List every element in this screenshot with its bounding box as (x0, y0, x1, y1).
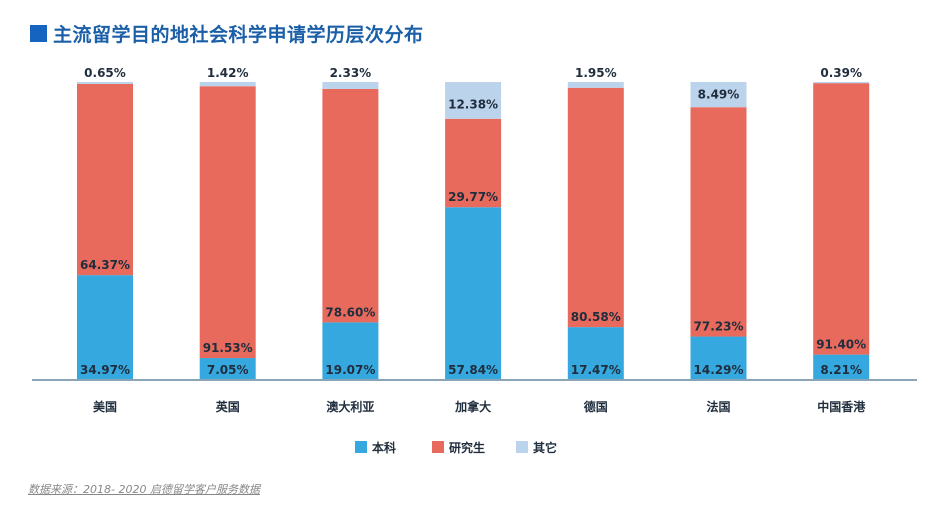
bar-segment-graduate (199, 86, 256, 359)
bar-segment-other (567, 82, 624, 88)
bar-segment-bachelor (813, 354, 870, 379)
legend-swatch-icon (432, 441, 444, 453)
legend-swatch-icon (516, 441, 528, 453)
bar-segment-other (445, 82, 502, 119)
bar-segment-graduate (445, 118, 502, 208)
legend-label: 其它 (533, 440, 557, 455)
legend-label: 本科 (372, 440, 396, 455)
x-tick-label: 德国 (584, 399, 608, 414)
bar-segment-graduate (322, 88, 379, 323)
data-label-other: 0.39% (820, 66, 862, 80)
bar-segment-bachelor (199, 358, 256, 379)
x-tick-label: 加拿大 (454, 399, 491, 414)
data-source-note: 数据来源：2018- 2020 启德留学客户服务数据 (28, 483, 260, 496)
bar-segment-graduate (690, 107, 747, 337)
data-label-other: 8.49% (698, 88, 740, 102)
chart-title: 主流留学目的地社会科学申请学历层次分布 (53, 24, 424, 46)
data-label-graduate: 64.37% (80, 258, 130, 272)
data-label-other: 1.95% (575, 66, 617, 80)
bar-segment-other (813, 82, 870, 84)
bar-segment-bachelor (322, 322, 379, 379)
data-label-bachelor: 8.21% (820, 363, 862, 377)
data-label-bachelor: 14.29% (694, 363, 744, 377)
bar-segment-other (322, 82, 379, 89)
data-label-bachelor: 7.05% (207, 363, 249, 377)
data-label-graduate: 80.58% (571, 310, 621, 324)
data-label-other: 2.33% (330, 66, 372, 80)
bar-segment-graduate (813, 83, 870, 355)
bar-segment-bachelor (445, 207, 502, 379)
chart-title-row: 主流留学目的地社会科学申请学历层次分布 (30, 20, 424, 47)
bar-segment-other (199, 82, 256, 87)
legend-swatch-icon (355, 441, 367, 453)
data-label-graduate: 91.40% (816, 338, 866, 352)
x-tick-label: 法国 (706, 399, 730, 414)
bar-segment-bachelor (77, 275, 133, 379)
bar-segment-bachelor (690, 336, 747, 379)
bar-segment-bachelor (567, 327, 624, 379)
x-tick-label: 美国 (93, 399, 117, 414)
data-label-bachelor: 17.47% (571, 363, 621, 377)
data-label-other: 12.38% (448, 97, 498, 111)
title-square-icon (30, 25, 47, 42)
bar-segment-graduate (77, 83, 133, 276)
data-label-graduate: 77.23% (694, 320, 744, 334)
bar-segment-graduate (567, 87, 624, 328)
data-label-other: 1.42% (207, 66, 249, 80)
data-label-bachelor: 57.84% (448, 363, 498, 377)
bar-segment-other (690, 81, 747, 108)
data-label-other: 0.65% (84, 66, 126, 80)
x-tick-label: 澳大利亚 (326, 399, 374, 414)
data-label-graduate: 91.53% (203, 341, 253, 355)
data-label-bachelor: 19.07% (325, 363, 375, 377)
x-tick-label: 英国 (216, 399, 240, 414)
data-label-graduate: 78.60% (325, 305, 375, 319)
bar-segment-other (77, 82, 133, 84)
data-label-graduate: 29.77% (448, 190, 498, 204)
x-tick-label: 中国香港 (817, 399, 866, 414)
legend-label: 研究生 (449, 440, 485, 455)
data-label-bachelor: 34.97% (80, 363, 130, 377)
